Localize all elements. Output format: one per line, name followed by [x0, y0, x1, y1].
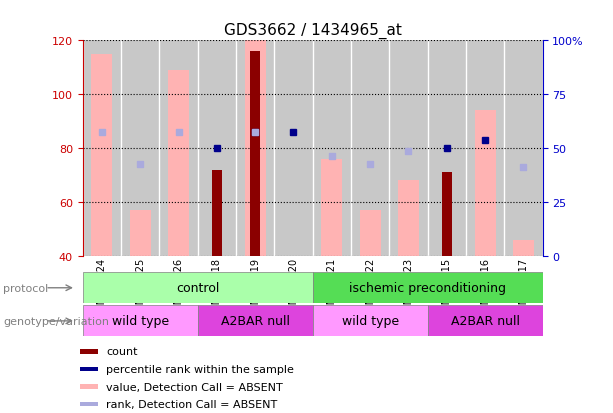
- Bar: [80, 402, 99, 406]
- Text: count: count: [106, 347, 138, 356]
- Text: percentile rank within the sample: percentile rank within the sample: [106, 364, 294, 374]
- Bar: [275, 41, 313, 256]
- Bar: [474, 111, 495, 256]
- Text: genotype/variation: genotype/variation: [3, 316, 109, 326]
- Bar: [351, 41, 389, 256]
- Bar: [245, 41, 265, 256]
- Bar: [212, 170, 222, 256]
- Text: control: control: [176, 282, 219, 294]
- Bar: [168, 71, 189, 256]
- Bar: [504, 41, 543, 256]
- Bar: [80, 367, 99, 371]
- Bar: [360, 210, 381, 256]
- Text: wild type: wild type: [341, 315, 398, 328]
- Bar: [83, 273, 313, 304]
- Text: A2BAR null: A2BAR null: [221, 315, 290, 328]
- Bar: [159, 41, 197, 256]
- Bar: [321, 159, 342, 256]
- Bar: [442, 173, 452, 256]
- Bar: [313, 273, 543, 304]
- Text: A2BAR null: A2BAR null: [451, 315, 520, 328]
- Bar: [121, 41, 159, 256]
- Bar: [250, 52, 260, 256]
- Text: protocol: protocol: [3, 283, 48, 293]
- Text: ischemic preconditioning: ischemic preconditioning: [349, 282, 506, 294]
- Text: value, Detection Call = ABSENT: value, Detection Call = ABSENT: [106, 382, 283, 392]
- Title: GDS3662 / 1434965_at: GDS3662 / 1434965_at: [224, 22, 402, 38]
- Bar: [313, 41, 351, 256]
- Bar: [428, 41, 466, 256]
- Text: rank, Detection Call = ABSENT: rank, Detection Call = ABSENT: [106, 399, 278, 409]
- Bar: [91, 55, 112, 256]
- Bar: [83, 41, 121, 256]
- Bar: [80, 385, 99, 389]
- Text: wild type: wild type: [112, 315, 169, 328]
- Bar: [398, 181, 419, 256]
- Bar: [83, 306, 197, 337]
- Bar: [313, 306, 428, 337]
- Bar: [80, 349, 99, 354]
- Bar: [236, 41, 275, 256]
- Bar: [466, 41, 504, 256]
- Bar: [197, 306, 313, 337]
- Bar: [130, 210, 151, 256]
- Bar: [428, 306, 543, 337]
- Bar: [513, 240, 534, 256]
- Bar: [389, 41, 428, 256]
- Bar: [197, 41, 236, 256]
